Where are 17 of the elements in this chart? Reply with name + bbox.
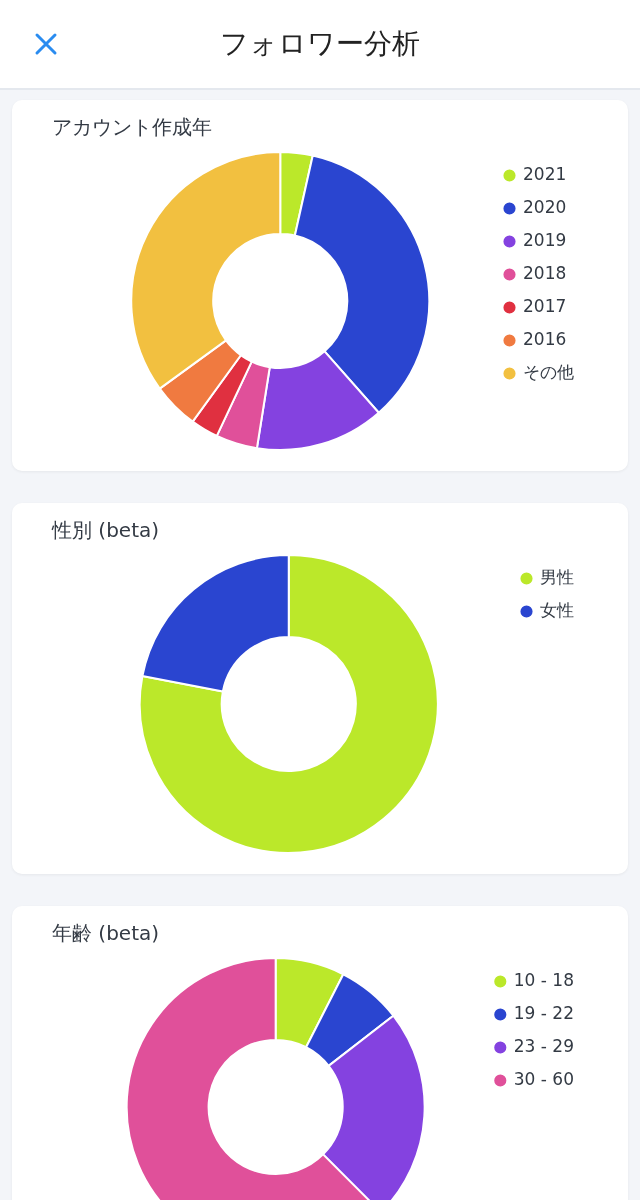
legend-label: 23 - 29 xyxy=(513,1035,575,1056)
legend-label: 2018 xyxy=(523,262,567,283)
legend-label: 2020 xyxy=(523,196,567,217)
legend-label: 19 - 22 xyxy=(513,1002,575,1023)
legend-label: 2021 xyxy=(523,163,567,184)
chart-title: アカウント作成年 xyxy=(51,114,213,141)
legend-label: 2016 xyxy=(523,328,567,349)
legend-label: 10 - 18 xyxy=(513,969,575,990)
chart-title: 性別 (beta) xyxy=(50,517,161,544)
legend-label: 30 - 60 xyxy=(513,1068,575,1089)
legend-label: 女性 xyxy=(540,599,574,620)
text: フォロワー分析 xyxy=(220,26,420,62)
chart-title: 年齢 (beta) xyxy=(51,920,161,947)
legend-label: 男性 xyxy=(540,566,574,587)
legend-label: 2019 xyxy=(523,229,567,250)
legend-label: その他 xyxy=(523,361,574,382)
legend-label: 2017 xyxy=(523,295,567,316)
